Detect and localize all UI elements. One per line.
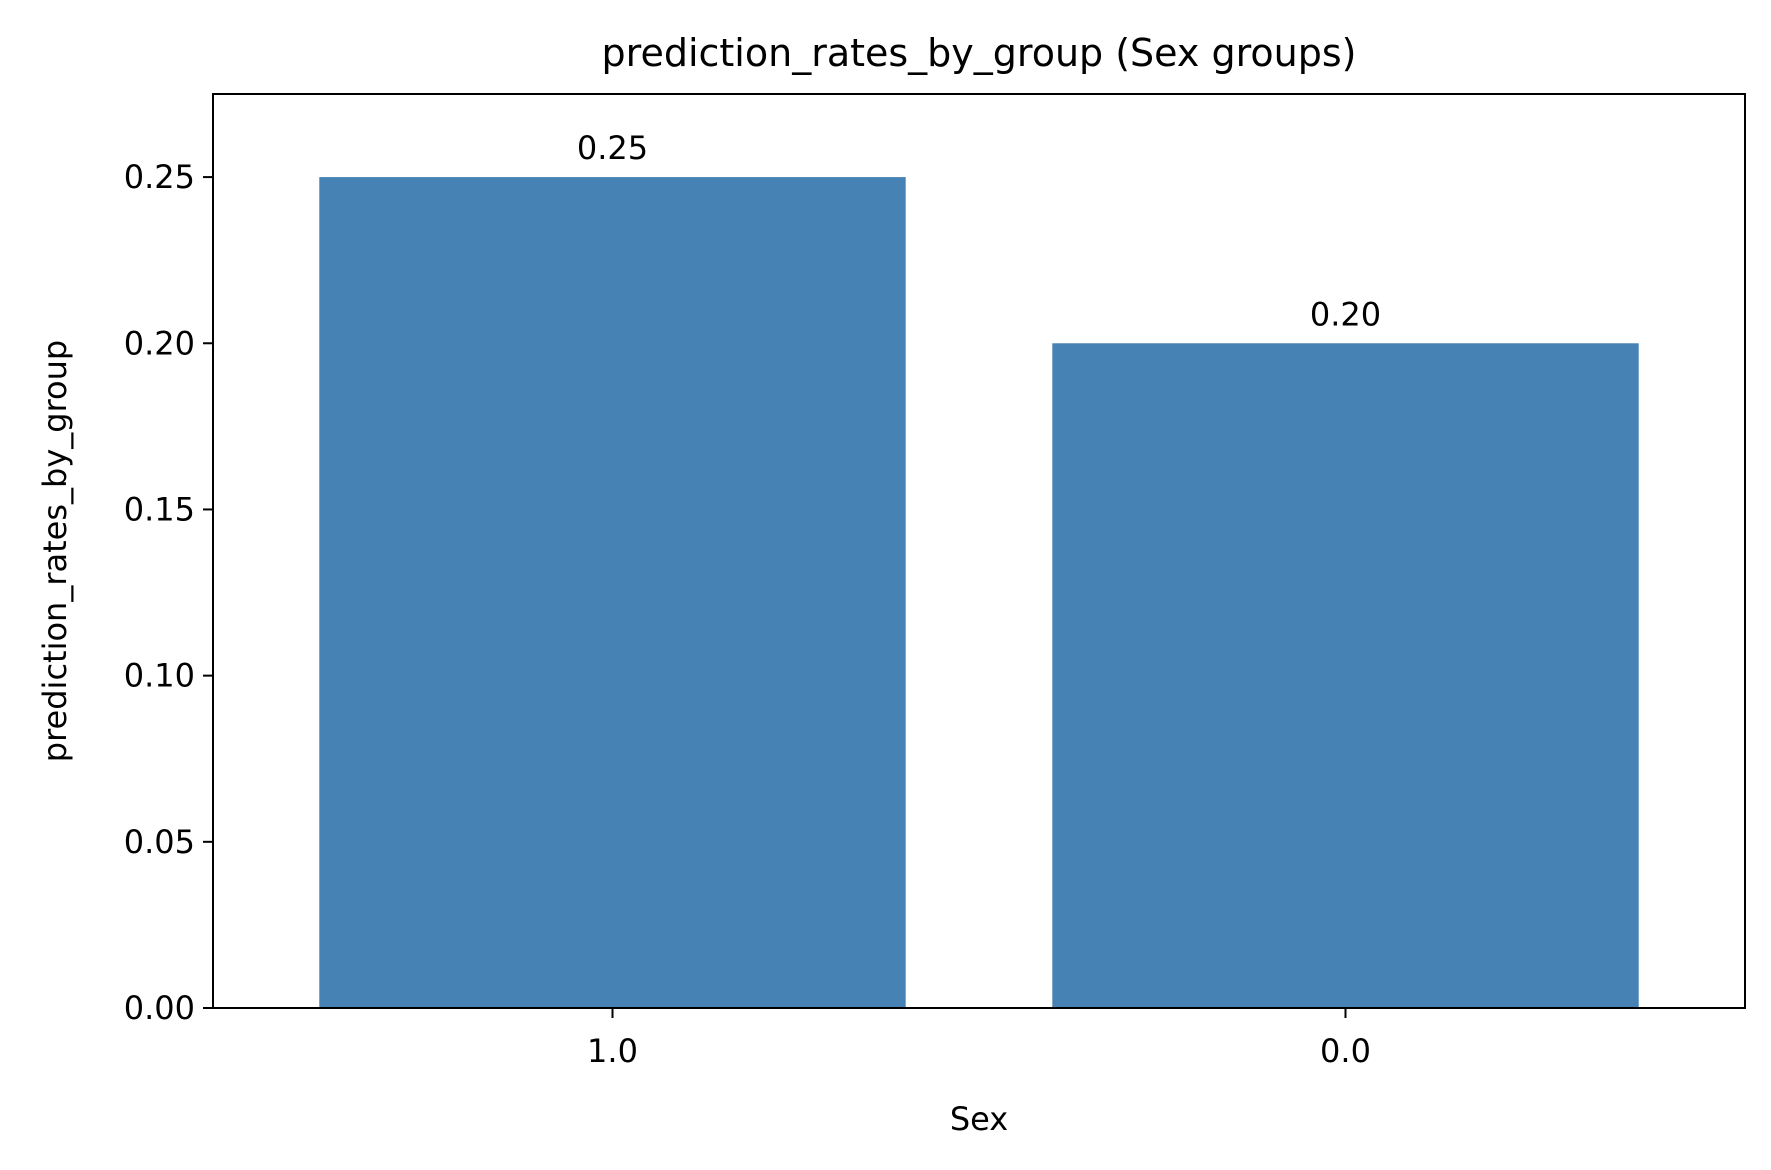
- y-tick-label: 0.15: [124, 490, 195, 528]
- y-tick-label: 0.10: [124, 657, 195, 695]
- x-tick-label: 0.0: [1320, 1032, 1371, 1070]
- y-tick-label: 0.25: [124, 158, 195, 196]
- chart-title: prediction_rates_by_group (Sex groups): [602, 31, 1357, 75]
- bar-value-label: 0.20: [1310, 295, 1381, 333]
- bar-1-0: [319, 177, 906, 1008]
- x-tick-label: 1.0: [587, 1032, 638, 1070]
- bar-value-label: 0.25: [577, 129, 648, 167]
- bars-group: [319, 177, 1639, 1009]
- y-axis: 0.00 0.05 0.10 0.15 0.20 0.25: [124, 158, 213, 1027]
- bar-0-0: [1052, 343, 1639, 1009]
- y-tick-label: 0.00: [124, 989, 195, 1027]
- y-tick-label: 0.20: [124, 324, 195, 362]
- y-tick-label: 0.05: [124, 823, 195, 861]
- x-axis: 1.0 0.0: [587, 1008, 1371, 1070]
- data-labels-group: 0.25 0.20: [577, 129, 1381, 333]
- y-axis-label: prediction_rates_by_group: [36, 340, 74, 762]
- plot-frame: [212, 93, 1746, 1009]
- x-axis-label: Sex: [950, 1100, 1008, 1138]
